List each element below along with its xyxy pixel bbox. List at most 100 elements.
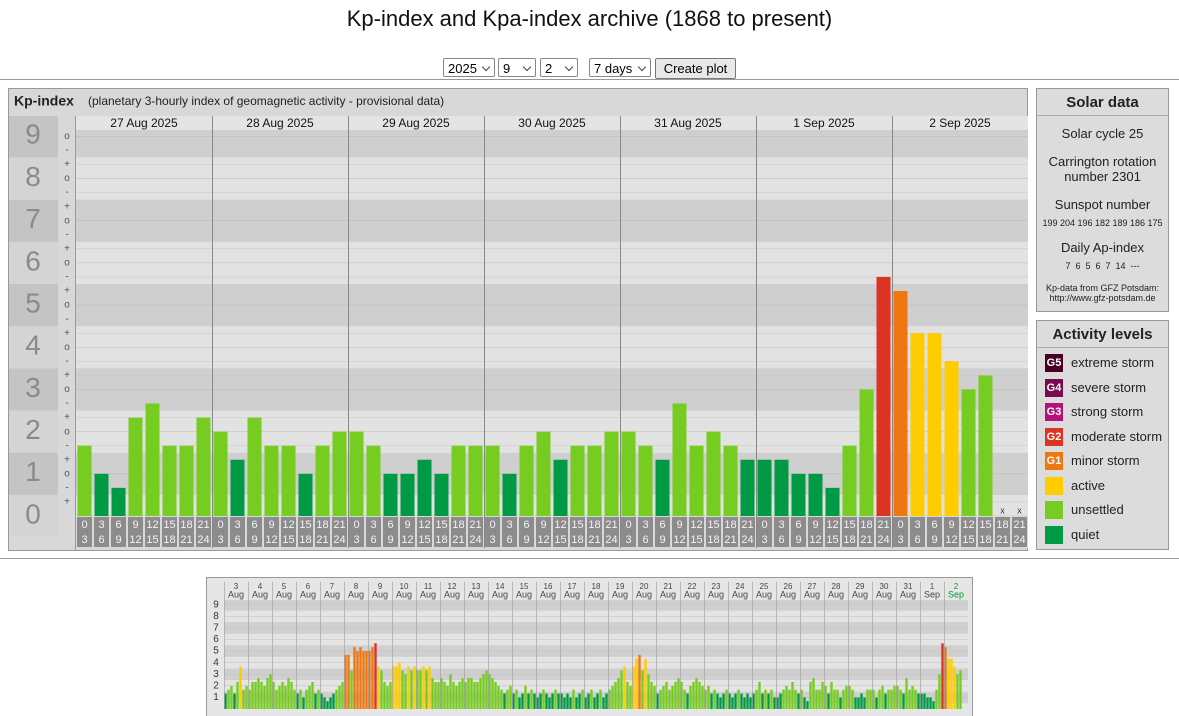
bar [473, 681, 476, 709]
hour-label: 12 [401, 534, 413, 546]
axis-band [9, 116, 58, 158]
legend-label: extreme storm [1071, 355, 1155, 370]
hour-label: 9 [387, 534, 393, 546]
bar [910, 333, 925, 516]
hour-label: 6 [795, 519, 801, 531]
legend-item: G3 strong storm [1045, 403, 1143, 423]
hour-label: 15 [554, 534, 566, 546]
bar [434, 681, 437, 709]
bar [329, 697, 332, 709]
bar [269, 674, 272, 709]
bar [400, 473, 415, 516]
bar [509, 685, 512, 709]
bar [431, 678, 434, 709]
month-select[interactable]: 9 [498, 58, 536, 77]
hour-label: 15 [843, 519, 855, 531]
hour-box [569, 516, 586, 548]
hour-box [229, 516, 246, 548]
legend-swatch [1045, 476, 1063, 495]
bar [224, 693, 227, 709]
hour-label: 12 [554, 519, 566, 531]
create-plot-button[interactable]: Create plot [655, 58, 736, 79]
bar [956, 674, 959, 709]
sunspot-values: 199 204 196 182 189 186 175 [1042, 218, 1163, 228]
sunspot-title: Sunspot number [1054, 197, 1151, 212]
bar [635, 658, 638, 709]
span-select[interactable]: 7 days [589, 58, 651, 77]
bar [455, 685, 458, 709]
y-tick-label: 2 [25, 414, 41, 445]
bar [674, 681, 677, 709]
bar [417, 459, 432, 516]
bar [767, 693, 770, 709]
legend-swatch: G1 [1045, 452, 1063, 470]
hour-box [790, 516, 807, 548]
legend-label: unsettled [1071, 502, 1124, 517]
bar [413, 666, 416, 709]
bar [740, 459, 755, 516]
y-tick-label: 8 [213, 611, 219, 622]
hour-label: 3 [642, 519, 648, 531]
bar [653, 685, 656, 709]
hour-box [603, 516, 620, 548]
bar [560, 693, 563, 709]
day-label: 10 [400, 582, 409, 591]
hour-label: 24 [605, 534, 617, 546]
hour-label: 3 [897, 534, 903, 546]
bar [791, 681, 794, 709]
bar [275, 689, 278, 709]
minor-tick-label: + [64, 159, 70, 170]
bar [791, 473, 806, 516]
bar [395, 666, 398, 709]
hour-label: 15 [690, 534, 702, 546]
bar [815, 689, 818, 709]
day-select[interactable]: 2 [540, 58, 578, 77]
minor-tick-label: o [64, 258, 70, 269]
hour-label: 21 [877, 519, 889, 531]
y-tick-label: 9 [213, 599, 219, 610]
hour-label: 18 [316, 519, 328, 531]
bar [809, 681, 812, 709]
bar [671, 685, 674, 709]
bar [524, 685, 527, 709]
bar [440, 678, 443, 709]
hour-label: 9 [659, 534, 665, 546]
bar [845, 685, 848, 709]
hour-box [773, 516, 790, 548]
bar [668, 689, 671, 709]
bar [941, 643, 944, 709]
minor-tick-label: - [65, 272, 68, 283]
plot-bg [76, 116, 1028, 130]
bar [468, 445, 483, 516]
bar [482, 674, 485, 709]
hour-label: 15 [299, 519, 311, 531]
bar [704, 689, 707, 709]
hour-label: 0 [353, 519, 359, 531]
bar [551, 693, 554, 709]
ap-values: 7 6 5 6 7 14 --- [1065, 261, 1140, 271]
bar [419, 670, 422, 709]
day-label: 23 [712, 582, 721, 591]
day-label: 28 [832, 582, 841, 591]
day-label: Aug [588, 589, 604, 599]
bar [515, 689, 518, 709]
bar [569, 697, 572, 709]
hour-label: 21 [724, 534, 736, 546]
bar [392, 666, 395, 709]
bar [359, 647, 362, 709]
bar [128, 417, 143, 516]
bar [502, 473, 517, 516]
hour-label: 6 [642, 534, 648, 546]
bar [389, 681, 392, 709]
bar [213, 431, 228, 516]
bar [866, 689, 869, 709]
year-select[interactable]: 2025 [443, 58, 495, 77]
minor-tick-label: + [64, 201, 70, 212]
bar [929, 697, 932, 709]
hour-label: 6 [914, 534, 920, 546]
legend-item: unsettled [1045, 501, 1124, 521]
axis-band [9, 199, 58, 242]
bar [428, 666, 431, 709]
hour-box [654, 516, 671, 548]
